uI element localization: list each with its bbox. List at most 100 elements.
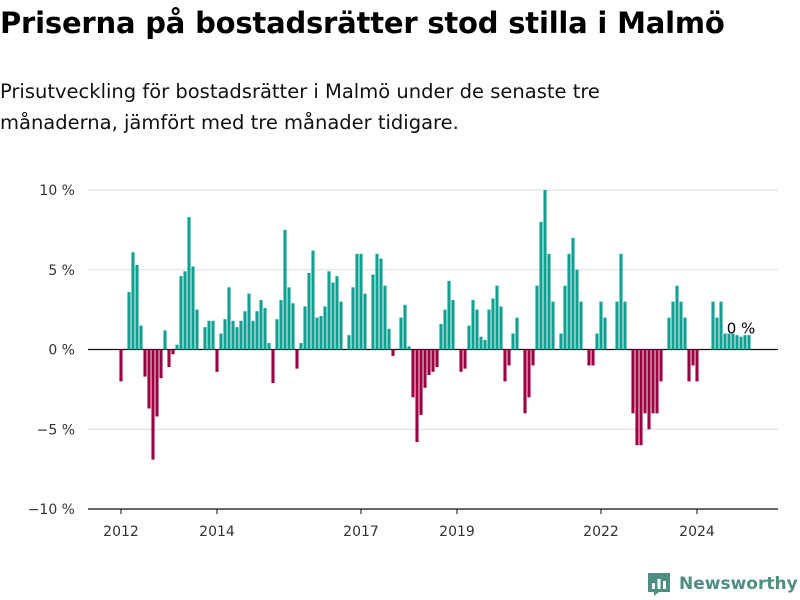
bar (743, 335, 747, 350)
bar (223, 319, 227, 350)
bar (359, 253, 363, 350)
y-tick-label: 5 % (48, 263, 75, 279)
bar (523, 349, 527, 414)
bar (427, 349, 431, 376)
bar (327, 271, 331, 350)
bar (559, 333, 563, 350)
bar (547, 253, 551, 350)
bar (515, 317, 519, 350)
bar (639, 349, 643, 446)
bar (535, 285, 539, 350)
bar (435, 349, 439, 368)
bar (167, 349, 171, 368)
bar (479, 336, 483, 350)
bar (631, 349, 635, 414)
bar (603, 317, 607, 350)
bar (323, 306, 327, 350)
bar (307, 272, 311, 350)
bar (187, 217, 191, 350)
x-tick-label: 2014 (199, 524, 235, 540)
x-tick-label: 2012 (103, 524, 139, 540)
bar (247, 293, 251, 350)
bar (179, 276, 183, 350)
bar (219, 333, 223, 350)
bar (475, 309, 479, 350)
bar (719, 301, 723, 350)
bar (419, 349, 423, 415)
bar (195, 309, 199, 350)
bar (295, 349, 299, 369)
bar (431, 349, 435, 372)
bar (695, 349, 699, 382)
bar (231, 320, 235, 350)
bar (139, 325, 143, 350)
bar (615, 301, 619, 350)
bar (391, 349, 395, 356)
bar (551, 301, 555, 350)
bar (503, 349, 507, 382)
bar (211, 320, 215, 350)
bar (671, 301, 675, 350)
bar (423, 349, 427, 388)
bar (315, 317, 319, 350)
bar (499, 306, 503, 350)
bar (655, 349, 659, 414)
bar (135, 264, 139, 350)
bar (571, 237, 575, 350)
bar (379, 258, 383, 350)
bar (531, 349, 535, 366)
bar (715, 317, 719, 350)
bar (375, 253, 379, 350)
x-tick-label: 2017 (343, 524, 379, 540)
bar (595, 333, 599, 350)
bar (183, 271, 187, 350)
bar (275, 319, 279, 350)
bar (495, 285, 499, 350)
bar (159, 349, 163, 379)
bar (227, 287, 231, 350)
bar (331, 282, 335, 350)
bar (659, 349, 663, 382)
bar (463, 349, 467, 369)
bar (259, 300, 263, 350)
bar (467, 325, 471, 350)
bar (203, 327, 207, 350)
bar (579, 301, 583, 350)
bar (147, 349, 151, 409)
bar (263, 308, 267, 350)
bar (459, 349, 463, 372)
bar (371, 274, 375, 350)
bar (319, 316, 323, 350)
bar (207, 320, 211, 350)
bar (483, 339, 487, 350)
bar (163, 330, 167, 350)
bar (347, 335, 351, 350)
bar (667, 317, 671, 350)
bar (403, 304, 407, 350)
bar (471, 300, 475, 350)
bar (287, 287, 291, 350)
bar (591, 349, 595, 366)
bar (383, 285, 387, 350)
bar (739, 336, 743, 350)
bar (127, 292, 131, 350)
bar (387, 328, 391, 350)
bar (119, 349, 123, 382)
page-title: Priserna på bostadsrätter stod stilla i … (0, 6, 725, 40)
bar (239, 320, 243, 350)
y-tick-label: 0 % (48, 343, 75, 359)
bar (171, 349, 175, 355)
bar (587, 349, 591, 366)
bar (447, 280, 451, 350)
bar (415, 349, 419, 443)
last-value-label: 0 % (727, 320, 756, 338)
bar (151, 349, 155, 460)
brand-name: Newsworthy (679, 574, 798, 594)
bar (399, 317, 403, 350)
bar (363, 293, 367, 350)
bar (511, 333, 515, 350)
y-tick-label: −5 % (37, 422, 75, 438)
bar (539, 221, 543, 350)
bar (599, 301, 603, 350)
page-subtitle: Prisutveckling för bostadsrätter i Malmö… (0, 80, 600, 134)
